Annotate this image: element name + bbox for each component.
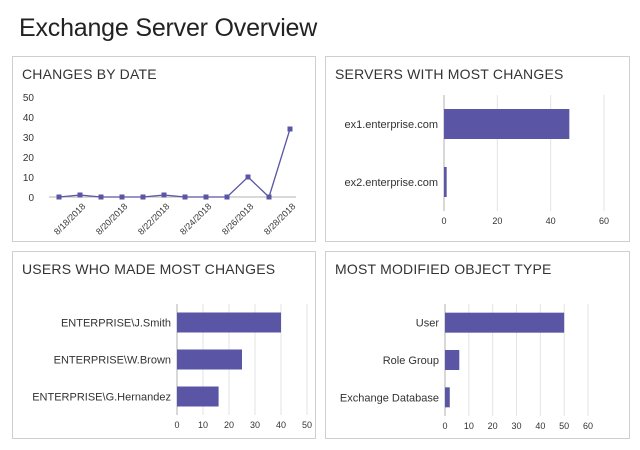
data-point [161, 192, 167, 198]
data-point [140, 194, 146, 200]
y-tick-label: 40 [23, 113, 35, 124]
data-point [119, 194, 125, 200]
bar [445, 350, 460, 370]
y-tick-label: 50 [23, 93, 35, 104]
x-tick-label: 8/18/2018 [52, 201, 87, 236]
category-label: ex2.enterprise.com [344, 177, 438, 189]
bar [444, 109, 570, 139]
object-type-panel: MOST MODIFIED OBJECT TYPE 0 10 20 30 40 50 60 U… [325, 251, 630, 439]
data-point [245, 174, 251, 180]
x-tick-label: 8/28/2018 [262, 201, 297, 236]
category-label: Exchange Database [340, 392, 439, 404]
data-point [224, 194, 230, 200]
category-label: User [416, 318, 440, 330]
data-point [203, 194, 209, 200]
x-tick-label: 10 [198, 420, 208, 430]
x-tick-label: 0 [442, 421, 447, 431]
servers-chart: 0 20 40 60 ex1.enterprise.com ex2.enterprise.… [344, 95, 609, 226]
x-tick-label: 8/24/2018 [178, 201, 213, 236]
bar [445, 387, 450, 408]
x-tick-label: 20 [492, 216, 502, 226]
y-tick-label: 0 [28, 193, 34, 204]
category-label: ex1.enterprise.com [344, 119, 438, 131]
x-tick-label: 20 [224, 420, 234, 430]
x-tick-label: 8/20/2018 [94, 201, 129, 236]
bar [177, 386, 219, 407]
x-tick-label: 30 [511, 421, 521, 431]
data-point [98, 194, 104, 200]
servers-title: SERVERS WITH MOST CHANGES [335, 66, 564, 82]
category-label: ENTERPRISE\G.Hernandez [32, 392, 171, 404]
bar [177, 312, 281, 333]
x-tick-label: 60 [583, 421, 593, 431]
x-tick-label: 8/22/2018 [136, 201, 171, 236]
y-tick-label: 20 [23, 153, 35, 164]
users-chart: 0 10 20 30 40 50 ENTERPRISE\J.Smith ENTERPRISE\… [32, 304, 312, 430]
x-tick-label: 0 [441, 216, 446, 226]
y-tick-label: 10 [23, 173, 35, 184]
x-tick-label: 50 [559, 421, 569, 431]
data-point [182, 194, 188, 200]
y-tick-label: 30 [23, 133, 35, 144]
data-point [56, 194, 62, 200]
x-tick-label: 50 [302, 420, 312, 430]
data-point [266, 194, 272, 200]
users-panel: USERS WHO MADE MOST CHANGES 0 10 20 30 40 50 E… [12, 251, 316, 439]
users-title: USERS WHO MADE MOST CHANGES [22, 261, 276, 277]
x-tick-label: 0 [174, 420, 179, 430]
series-line [58, 128, 291, 199]
data-point [287, 126, 293, 132]
data-point [77, 192, 83, 198]
servers-panel: SERVERS WITH MOST CHANGES 0 20 40 60 ex1.ent… [325, 56, 630, 242]
x-tick-label: 8/26/2018 [220, 201, 255, 236]
page-title: Exchange Server Overview [19, 14, 318, 42]
bar [444, 167, 447, 197]
x-tick-label: 40 [535, 421, 545, 431]
changes-by-date-title: CHANGES BY DATE [22, 66, 157, 82]
category-label: ENTERPRISE\J.Smith [61, 318, 171, 330]
bar [177, 349, 242, 370]
changes-by-date-panel: CHANGES BY DATE 0 10 20 30 40 50 8/18/2018 8/20… [12, 56, 316, 242]
x-tick-label: 40 [546, 216, 556, 226]
category-label: ENTERPRISE\W.Brown [54, 355, 171, 367]
x-tick-label: 30 [250, 420, 260, 430]
category-label: Role Group [383, 355, 439, 367]
x-tick-label: 20 [488, 421, 498, 431]
object-type-chart: 0 10 20 30 40 50 60 User Role Group Exchange Data… [340, 304, 593, 431]
bar [445, 312, 565, 333]
x-tick-label: 10 [464, 421, 474, 431]
x-tick-label: 40 [276, 420, 286, 430]
x-tick-label: 60 [599, 216, 609, 226]
object-type-title: MOST MODIFIED OBJECT TYPE [335, 261, 552, 277]
